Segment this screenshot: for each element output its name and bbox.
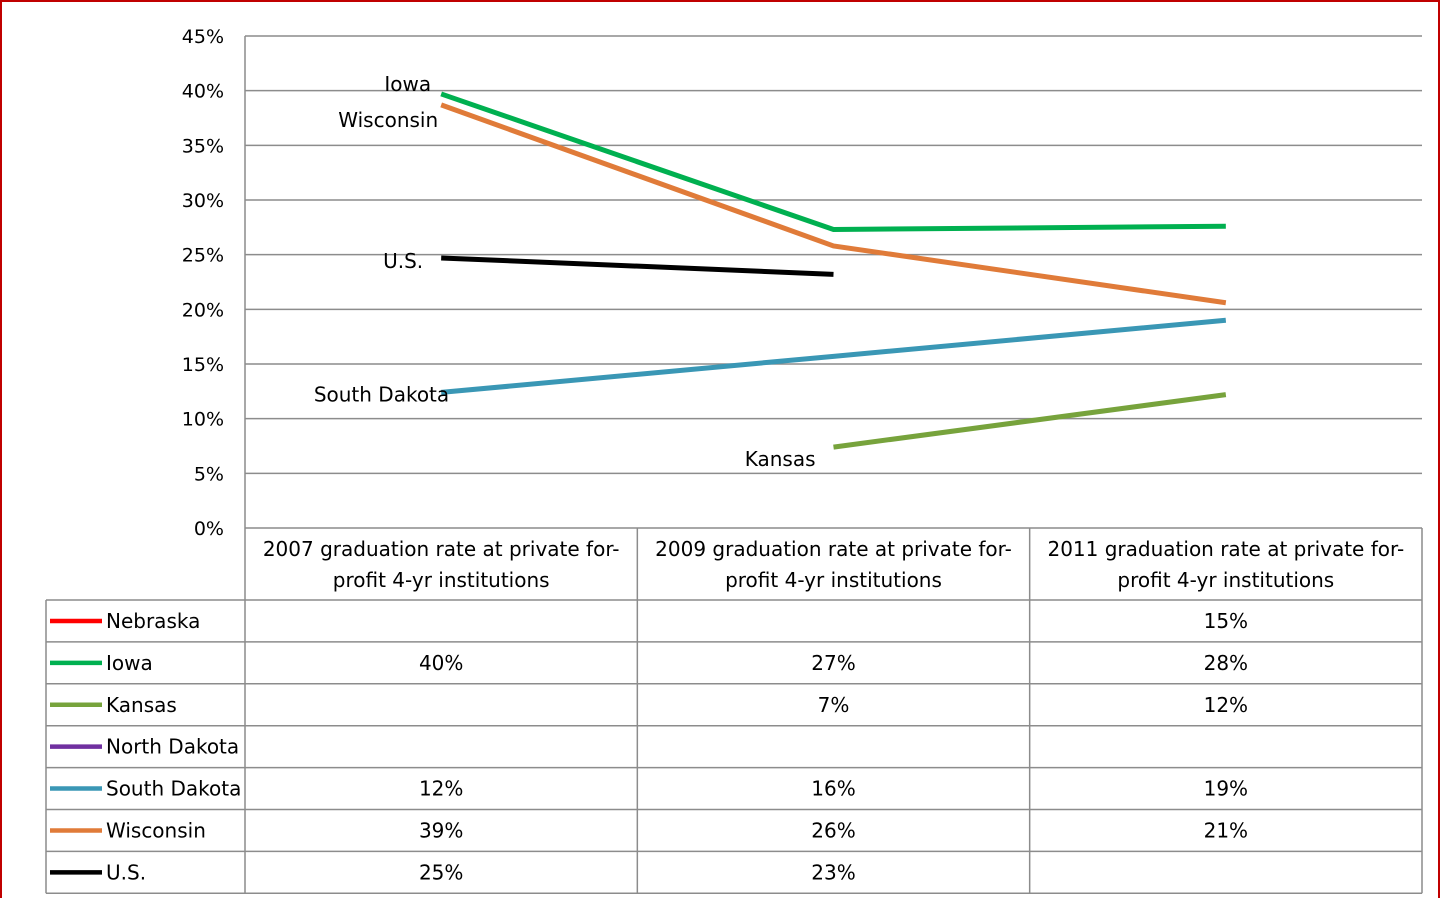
series-line-iowa bbox=[440, 91, 1226, 233]
table-cell: 12% bbox=[419, 777, 463, 801]
series-data-label: Wisconsin bbox=[338, 108, 438, 132]
y-tick-label: 5% bbox=[194, 463, 224, 485]
table-cell: 15% bbox=[1204, 609, 1248, 633]
y-tick-label: 40% bbox=[182, 81, 224, 103]
series-lines bbox=[440, 91, 1227, 450]
category-label: 2007 graduation rate at private for- bbox=[263, 537, 620, 561]
table-cell: 12% bbox=[1204, 693, 1248, 717]
table-cell: 28% bbox=[1204, 651, 1248, 675]
series-line-u-s- bbox=[441, 255, 834, 277]
y-tick-label: 35% bbox=[182, 135, 224, 157]
series-data-label: U.S. bbox=[383, 249, 423, 273]
series-data-label: Iowa bbox=[384, 72, 431, 96]
y-axis-ticks: 0% 5% 10% 15% 20% 25% 30% 35% 40% 45% bbox=[182, 26, 224, 540]
category-label: profit 4-yr institutions bbox=[725, 568, 942, 592]
legend-label: Nebraska bbox=[106, 609, 200, 633]
series-data-label: Kansas bbox=[745, 447, 816, 471]
category-label: profit 4-yr institutions bbox=[1117, 568, 1334, 592]
table-cell: 21% bbox=[1204, 818, 1248, 842]
y-tick-label: 45% bbox=[182, 26, 224, 48]
table-cell: 39% bbox=[419, 818, 463, 842]
table-cell: 19% bbox=[1204, 777, 1248, 801]
category-label: profit 4-yr institutions bbox=[333, 568, 550, 592]
series-line-wisconsin bbox=[440, 102, 1227, 306]
series-data-label: South Dakota bbox=[314, 382, 449, 406]
legend-label: U.S. bbox=[106, 860, 146, 884]
table-cell: 27% bbox=[811, 651, 855, 675]
table-cell: 25% bbox=[419, 860, 463, 884]
legend-label: North Dakota bbox=[106, 735, 239, 759]
gridlines bbox=[244, 35, 1422, 528]
table-cell: 16% bbox=[811, 777, 855, 801]
y-tick-label: 15% bbox=[182, 354, 224, 376]
table-cell: 26% bbox=[811, 818, 855, 842]
y-tick-label: 25% bbox=[182, 245, 224, 267]
legend-label: South Dakota bbox=[106, 777, 241, 801]
y-tick-label: 10% bbox=[182, 409, 224, 431]
y-tick-label: 20% bbox=[182, 299, 224, 321]
category-label: 2009 graduation rate at private for- bbox=[655, 537, 1012, 561]
table-cell: 40% bbox=[419, 651, 463, 675]
table-cell: 23% bbox=[811, 860, 855, 884]
legend-label: Kansas bbox=[106, 693, 177, 717]
table-cell: 7% bbox=[818, 693, 850, 717]
y-tick-label: 30% bbox=[182, 190, 224, 212]
data-table: 2007 graduation rate at private for-prof… bbox=[45, 527, 1423, 895]
series-line-kansas bbox=[833, 392, 1227, 450]
series-line-south-dakota bbox=[440, 317, 1227, 395]
series-labels: Iowa Kansas South Dakota Wisconsin U.S. bbox=[314, 72, 816, 471]
legend-label: Wisconsin bbox=[106, 818, 206, 842]
legend-label: Iowa bbox=[106, 651, 153, 675]
category-label: 2011 graduation rate at private for- bbox=[1047, 537, 1404, 561]
y-tick-label: 0% bbox=[194, 518, 224, 540]
